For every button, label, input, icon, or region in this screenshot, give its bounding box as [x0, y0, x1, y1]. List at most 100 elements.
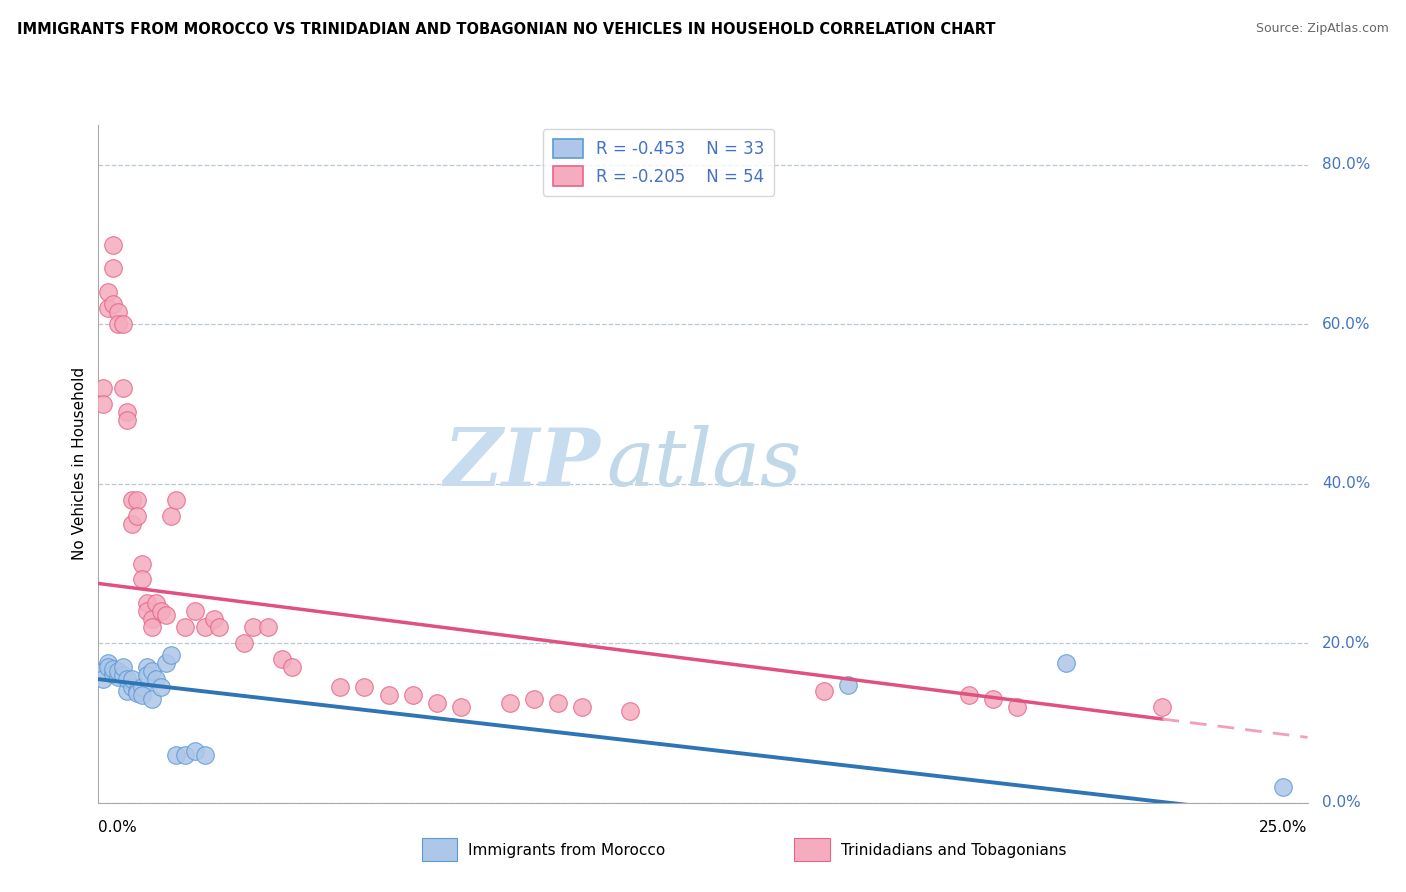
Point	[208, 620, 231, 634]
Point	[145, 672, 167, 686]
Point	[91, 672, 114, 686]
Text: 80.0%: 80.0%	[1322, 157, 1371, 172]
Point	[271, 652, 294, 666]
Point	[813, 684, 835, 698]
Point	[131, 688, 153, 702]
Point	[117, 413, 139, 427]
Point	[101, 297, 124, 311]
Point	[184, 604, 207, 618]
Point	[97, 285, 120, 300]
Point	[91, 381, 114, 395]
Point	[141, 620, 163, 634]
Point	[1272, 780, 1295, 794]
Text: 0.0%: 0.0%	[98, 820, 138, 835]
Point	[107, 318, 129, 332]
Point	[111, 381, 134, 395]
Point	[155, 657, 177, 671]
Point	[402, 688, 425, 702]
Point	[377, 688, 399, 702]
Point	[91, 664, 114, 678]
Point	[160, 648, 183, 663]
Point	[150, 680, 173, 694]
Point	[117, 405, 139, 419]
Point	[242, 620, 264, 634]
Point	[135, 596, 157, 610]
Point	[141, 664, 163, 678]
Point	[111, 318, 134, 332]
Point	[135, 604, 157, 618]
Point	[107, 664, 129, 678]
Point	[426, 696, 449, 710]
Text: IMMIGRANTS FROM MOROCCO VS TRINIDADIAN AND TOBAGONIAN NO VEHICLES IN HOUSEHOLD C: IMMIGRANTS FROM MOROCCO VS TRINIDADIAN A…	[17, 22, 995, 37]
Point	[165, 747, 187, 762]
Point	[97, 301, 120, 316]
Point	[329, 680, 352, 694]
Point	[91, 397, 114, 411]
Point	[117, 672, 139, 686]
Text: Immigrants from Morocco: Immigrants from Morocco	[468, 843, 665, 857]
Point	[523, 692, 546, 706]
Point	[619, 704, 641, 718]
Point	[155, 608, 177, 623]
Point	[135, 668, 157, 682]
Text: 60.0%: 60.0%	[1322, 317, 1371, 332]
Point	[121, 516, 143, 531]
Point	[127, 492, 149, 507]
Point	[121, 492, 143, 507]
Point	[281, 660, 304, 674]
Point	[981, 692, 1004, 706]
Point	[121, 672, 143, 686]
Point	[256, 620, 278, 634]
Point	[131, 573, 153, 587]
Legend: R = -0.453    N = 33, R = -0.205    N = 54: R = -0.453 N = 33, R = -0.205 N = 54	[543, 128, 775, 195]
Point	[101, 237, 124, 252]
Point	[450, 700, 472, 714]
Point	[117, 684, 139, 698]
Point	[135, 660, 157, 674]
Point	[145, 596, 167, 610]
Text: Trinidadians and Tobagonians: Trinidadians and Tobagonians	[841, 843, 1066, 857]
Point	[141, 692, 163, 706]
Point	[127, 508, 149, 523]
Point	[837, 678, 859, 692]
Text: 20.0%: 20.0%	[1322, 636, 1371, 651]
Point	[174, 620, 197, 634]
Point	[101, 666, 124, 681]
Point	[107, 670, 129, 684]
Point	[547, 696, 569, 710]
Text: 40.0%: 40.0%	[1322, 476, 1371, 491]
Point	[121, 680, 143, 694]
Text: ZIP: ZIP	[443, 425, 600, 502]
Point	[1152, 700, 1174, 714]
Point	[107, 305, 129, 319]
Point	[498, 696, 520, 710]
Point	[194, 747, 217, 762]
Point	[101, 662, 124, 676]
Point	[150, 604, 173, 618]
Point	[571, 700, 593, 714]
Point	[97, 660, 120, 674]
Point	[101, 261, 124, 276]
Point	[353, 680, 375, 694]
Text: 25.0%: 25.0%	[1260, 820, 1308, 835]
Point	[174, 747, 197, 762]
Text: atlas: atlas	[606, 425, 801, 502]
Point	[131, 557, 153, 571]
Point	[194, 620, 217, 634]
Point	[1007, 700, 1029, 714]
Y-axis label: No Vehicles in Household: No Vehicles in Household	[72, 368, 87, 560]
Point	[127, 686, 149, 700]
Point	[127, 684, 149, 698]
Point	[1054, 657, 1077, 671]
Point	[111, 660, 134, 674]
Point	[111, 668, 134, 682]
Point	[165, 492, 187, 507]
Point	[160, 508, 183, 523]
Point	[131, 680, 153, 694]
Point	[97, 657, 120, 671]
Text: Source: ZipAtlas.com: Source: ZipAtlas.com	[1256, 22, 1389, 36]
Point	[184, 744, 207, 758]
Point	[232, 636, 254, 650]
Point	[204, 612, 226, 626]
Text: 0.0%: 0.0%	[1322, 796, 1361, 810]
